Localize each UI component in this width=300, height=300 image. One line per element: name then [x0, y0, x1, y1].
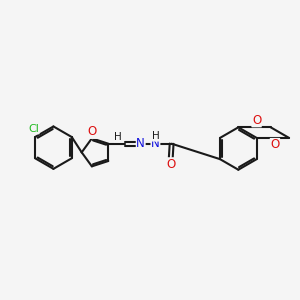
Text: Cl: Cl: [28, 124, 39, 134]
Text: H: H: [115, 132, 122, 142]
Text: O: O: [88, 125, 97, 138]
Text: O: O: [166, 158, 176, 171]
Text: H: H: [152, 131, 160, 141]
Text: N: N: [151, 137, 160, 150]
Text: O: O: [252, 114, 261, 127]
Text: N: N: [136, 137, 145, 150]
Text: O: O: [270, 139, 280, 152]
